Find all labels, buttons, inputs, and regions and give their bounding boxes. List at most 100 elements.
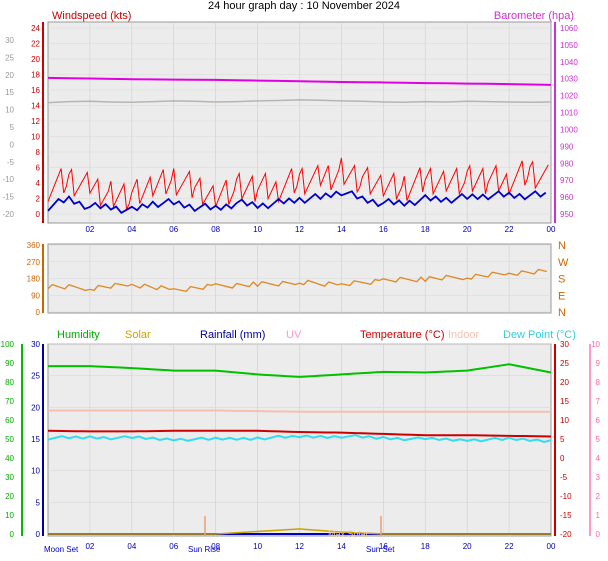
- hum-tick: 0: [10, 530, 15, 539]
- baro-tick-label: 970: [560, 176, 574, 185]
- outer-tick-label: -15: [2, 193, 14, 202]
- temp-right-tick: -5: [560, 473, 568, 482]
- outer-tick-label: 10: [5, 106, 14, 115]
- x-tick-label: 22: [505, 225, 514, 234]
- wind-tick-label: 4: [36, 179, 41, 188]
- compass-label: S: [558, 274, 565, 286]
- x-tick-label: 16: [379, 225, 388, 234]
- uv-tick: 10: [591, 340, 600, 349]
- dir-tick-label: 180: [27, 275, 41, 284]
- baro-tick-label: 1020: [560, 92, 578, 101]
- x-tick-label: 20: [463, 542, 472, 551]
- x-tick-label: 04: [127, 542, 136, 551]
- baro-tick-label: 1000: [560, 125, 578, 134]
- graph-title: 24 hour graph day : 10 November 2024: [208, 0, 400, 12]
- baro-tick-label: 1030: [560, 75, 578, 84]
- wind-tick-label: 20: [31, 55, 40, 64]
- baro-tick-label: 990: [560, 142, 574, 151]
- temp-left-tick: 10: [31, 467, 40, 476]
- uv-tick: 8: [596, 378, 601, 387]
- legend-solar: Solar: [125, 329, 151, 341]
- baro-tick-label: 1050: [560, 41, 578, 50]
- compass-label: E: [558, 290, 565, 302]
- x-tick-label: 02: [85, 225, 94, 234]
- x-tick-label: 20: [463, 225, 472, 234]
- x-tick-label: 06: [169, 225, 178, 234]
- hum-tick: 90: [5, 359, 14, 368]
- baro-tick-label: 950: [560, 210, 574, 219]
- uv-tick: 6: [596, 416, 601, 425]
- wind-tick-label: 16: [31, 86, 40, 95]
- dir-tick-label: 360: [27, 241, 41, 250]
- sun-set-label: Sun Set: [366, 545, 395, 554]
- hum-tick: 100: [1, 340, 15, 349]
- wind-tick-label: 6: [36, 164, 41, 173]
- x-tick-label: 18: [421, 225, 430, 234]
- uv-tick: 3: [596, 473, 601, 482]
- series-dew-point-c-: [47, 434, 552, 443]
- outer-tick-label: -5: [7, 158, 15, 167]
- temp-left-tick: 30: [31, 340, 40, 349]
- wind-tick-label: 22: [31, 40, 40, 49]
- x-tick-label: 00: [547, 542, 556, 551]
- x-tick-label: 14: [337, 225, 346, 234]
- hum-tick: 70: [5, 397, 14, 406]
- series-average: [47, 190, 547, 214]
- temp-right-tick: 5: [560, 435, 565, 444]
- outer-tick-label: -10: [2, 175, 14, 184]
- hum-tick: 80: [5, 378, 14, 387]
- moon-set-label: Moon Set: [44, 545, 79, 554]
- dir-tick-label: 90: [31, 291, 40, 300]
- temp-left-tick: 0: [36, 530, 41, 539]
- temp-right-tick: 15: [560, 397, 569, 406]
- temp-left-tick: 25: [31, 372, 40, 381]
- outer-tick-label: 0: [10, 140, 15, 149]
- uv-tick: 2: [596, 492, 601, 501]
- max-solar-label: Max Solar: [328, 529, 369, 539]
- windspeed-title: Windspeed (kts): [52, 10, 131, 22]
- outer-tick-label: 20: [5, 71, 14, 80]
- hum-tick: 60: [5, 416, 14, 425]
- outer-tick-label: 30: [5, 36, 14, 45]
- x-tick-label: 18: [421, 542, 430, 551]
- barometer-title: Barometer (hpa): [494, 10, 574, 22]
- x-tick-label: 08: [211, 225, 220, 234]
- legend-humidity: Humidity: [57, 329, 100, 341]
- outer-tick-label: 15: [5, 88, 14, 97]
- x-tick-label: 00: [547, 225, 556, 234]
- uv-tick: 9: [596, 359, 601, 368]
- x-tick-label: 04: [127, 225, 136, 234]
- dir-tick-label: 270: [27, 258, 41, 267]
- wind-tick-label: 8: [36, 148, 41, 157]
- hum-tick: 30: [5, 473, 14, 482]
- temp-right-tick: -20: [560, 530, 572, 539]
- wind-tick-label: 18: [31, 71, 40, 80]
- x-tick-label: 16: [379, 542, 388, 551]
- temp-right-tick: 10: [560, 416, 569, 425]
- x-tick-label: 10: [253, 542, 262, 551]
- outer-tick-label: 5: [10, 123, 15, 132]
- series-windspeed: [47, 157, 549, 212]
- outer-tick-label: 25: [5, 53, 14, 62]
- temp-right-tick: 20: [560, 378, 569, 387]
- wind-tick-label: 24: [31, 24, 40, 33]
- uv-tick: 0: [596, 530, 601, 539]
- x-tick-label: 08: [211, 542, 220, 551]
- x-tick-label: 12: [295, 542, 304, 551]
- series-solar: [48, 528, 551, 535]
- hum-tick: 40: [5, 454, 14, 463]
- temp-right-tick: 30: [560, 340, 569, 349]
- wind-tick-label: 10: [31, 133, 40, 142]
- series-direction: [47, 268, 547, 293]
- series-indoor: [48, 409, 551, 413]
- series-outer: [47, 99, 552, 104]
- uv-tick: 1: [596, 511, 601, 520]
- temp-left-tick: 20: [31, 403, 40, 412]
- wind-tick-label: 14: [31, 102, 40, 111]
- temp-left-tick: 5: [36, 498, 41, 507]
- compass-label: N: [558, 240, 566, 252]
- x-tick-label: 02: [85, 542, 94, 551]
- wind-tick-label: 0: [36, 210, 41, 219]
- series-temperature-c-: [47, 429, 552, 438]
